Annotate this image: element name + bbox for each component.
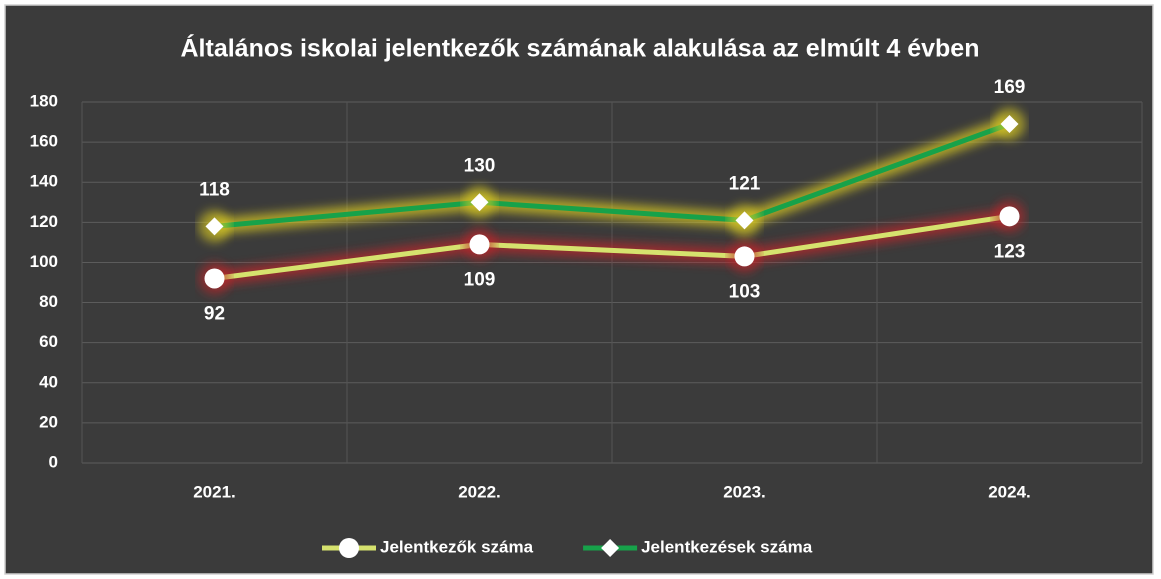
marker bbox=[469, 234, 490, 255]
marker bbox=[999, 206, 1020, 227]
data-label: 109 bbox=[464, 269, 496, 290]
y-tick-label: 60 bbox=[39, 332, 58, 351]
data-label: 118 bbox=[199, 179, 230, 200]
x-tick-label: 2024. bbox=[988, 482, 1031, 501]
x-tick-label: 2021. bbox=[193, 482, 236, 501]
marker bbox=[734, 246, 755, 267]
y-tick-label: 180 bbox=[30, 91, 58, 110]
y-tick-label: 80 bbox=[39, 292, 58, 311]
y-tick-label: 20 bbox=[39, 412, 58, 431]
series-line bbox=[214, 213, 1010, 281]
marker bbox=[470, 193, 489, 212]
x-tick-label: 2023. bbox=[723, 482, 766, 501]
series-line bbox=[214, 121, 1011, 229]
data-label: 92 bbox=[204, 304, 225, 325]
y-tick-label: 0 bbox=[49, 452, 58, 471]
marker bbox=[204, 268, 225, 289]
data-label: 130 bbox=[464, 155, 496, 176]
data-label: 123 bbox=[994, 241, 1026, 262]
x-tick-label: 2022. bbox=[458, 482, 501, 501]
y-tick-label: 100 bbox=[30, 252, 58, 271]
data-label: 103 bbox=[729, 281, 761, 302]
legend-label: Jelentkezések száma bbox=[641, 537, 813, 556]
marker bbox=[601, 539, 620, 557]
marker bbox=[1000, 115, 1019, 134]
y-tick-label: 40 bbox=[39, 372, 58, 391]
y-tick-label: 120 bbox=[30, 212, 58, 231]
y-tick-label: 160 bbox=[30, 132, 58, 151]
marker bbox=[205, 217, 224, 236]
chart-title: Általános iskolai jelentkezők számának a… bbox=[181, 34, 980, 63]
marker bbox=[735, 211, 754, 230]
y-tick-label: 140 bbox=[30, 172, 58, 191]
data-label: 169 bbox=[994, 77, 1026, 98]
chart-background bbox=[4, 4, 1154, 575]
marker bbox=[339, 538, 359, 558]
legend-label: Jelentkezők száma bbox=[380, 537, 534, 556]
data-label: 121 bbox=[729, 173, 761, 194]
